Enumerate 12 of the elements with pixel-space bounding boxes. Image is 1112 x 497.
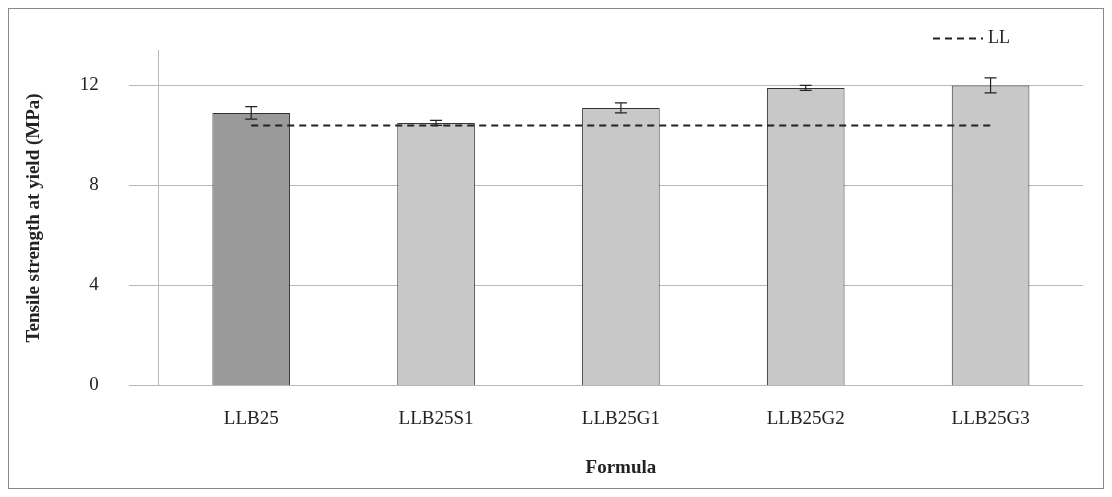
x-axis-title: Formula (585, 455, 657, 477)
x-tick-label: LLB25S1 (398, 406, 474, 428)
x-tick-label: LLB25G3 (951, 406, 1030, 428)
y-tick-label: 4 (89, 273, 100, 295)
y-tick-label: 12 (79, 73, 99, 95)
x-tick-label: LLB25G2 (766, 406, 845, 428)
x-tick-label: LLB25G1 (581, 406, 660, 428)
x-tick-label: LLB25 (223, 406, 279, 428)
legend-label: LL (988, 27, 1010, 48)
y-tick-label: 0 (89, 373, 99, 395)
y-tick-label: 8 (89, 173, 99, 195)
y-axis-title: Tensile strength at yield (MPa) (22, 93, 45, 343)
